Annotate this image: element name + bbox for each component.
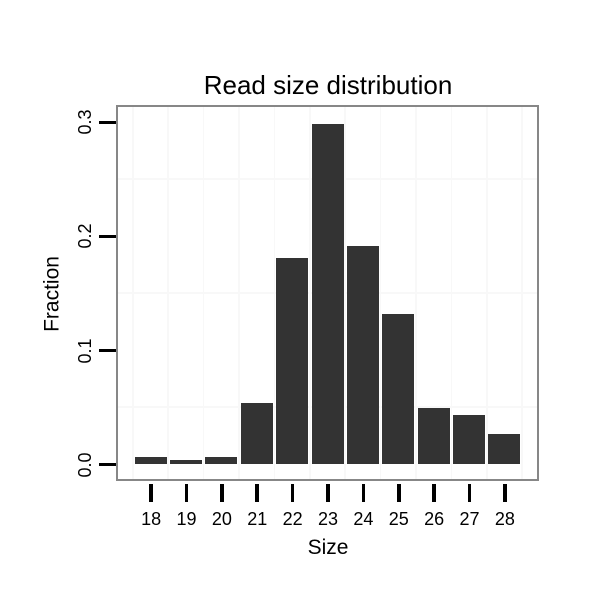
bar-size-20 bbox=[205, 457, 238, 465]
bar-size-27 bbox=[453, 415, 486, 465]
x-tick-label-20: 20 bbox=[211, 509, 232, 529]
bar-size-24 bbox=[346, 246, 379, 465]
x-tick-mark bbox=[396, 483, 401, 502]
y-axis-title: Fraction bbox=[40, 255, 64, 332]
y-tick-label-0.1: 0.1 bbox=[75, 338, 95, 364]
x-tick-mark bbox=[255, 483, 260, 502]
x-tick-mark bbox=[467, 483, 472, 502]
plot-panel bbox=[116, 105, 539, 481]
x-tick-label-19: 19 bbox=[176, 509, 197, 529]
y-tick-mark bbox=[98, 234, 116, 239]
x-tick-label-23: 23 bbox=[317, 509, 339, 529]
x-tick-label-28: 28 bbox=[494, 509, 515, 529]
x-tick-mark bbox=[184, 483, 189, 502]
y-tick-mark bbox=[98, 348, 116, 353]
bar-size-23 bbox=[311, 124, 344, 465]
x-tick-label-25: 25 bbox=[388, 509, 409, 529]
x-tick-mark bbox=[220, 483, 224, 502]
x-tick-label-24: 24 bbox=[353, 509, 374, 529]
x-tick-mark bbox=[361, 483, 366, 502]
bar-size-19 bbox=[169, 459, 202, 465]
bar-size-28 bbox=[488, 434, 521, 465]
x-tick-mark bbox=[290, 483, 295, 502]
bar-size-26 bbox=[417, 408, 450, 465]
x-tick-label-22: 22 bbox=[282, 509, 303, 529]
y-tick-label-0.3: 0.3 bbox=[75, 109, 95, 135]
x-tick-mark bbox=[149, 483, 153, 502]
chart-title: Read size distribution bbox=[203, 70, 453, 100]
x-tick-mark bbox=[326, 483, 330, 502]
bar-size-18 bbox=[134, 456, 167, 465]
bar-size-22 bbox=[276, 257, 309, 465]
y-tick-mark bbox=[98, 462, 116, 467]
y-tick-label-0.2: 0.2 bbox=[75, 223, 95, 249]
x-tick-label-27: 27 bbox=[459, 509, 480, 529]
x-tick-mark bbox=[503, 483, 507, 502]
x-tick-label-21: 21 bbox=[247, 509, 268, 529]
x-tick-mark bbox=[432, 483, 436, 502]
x-tick-label-26: 26 bbox=[424, 509, 445, 529]
bar-size-21 bbox=[240, 402, 273, 465]
x-axis-title: Size bbox=[307, 536, 349, 559]
bar-size-25 bbox=[382, 313, 415, 465]
x-tick-label-18: 18 bbox=[141, 509, 162, 529]
y-tick-mark bbox=[98, 120, 116, 125]
y-tick-label-0.0: 0.0 bbox=[75, 452, 95, 478]
